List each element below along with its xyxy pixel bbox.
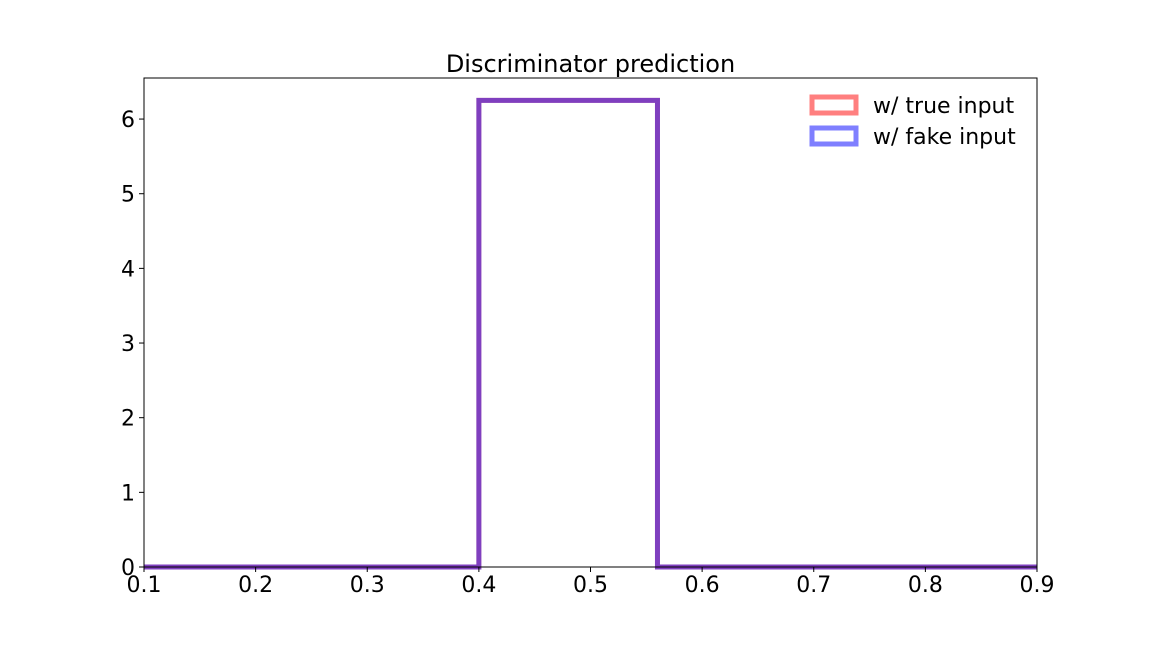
y-tick-label: 0 [121,556,135,581]
x-tick-label: 0.7 [796,573,831,598]
x-tick-label: 0.6 [685,573,720,598]
y-tick-label: 1 [121,481,135,506]
legend-label: w/ fake input [873,125,1016,150]
x-tick-label: 0.4 [461,573,496,598]
legend-swatch [809,125,859,147]
legend: w/ true input w/ fake input [809,94,1016,150]
y-tick-label: 5 [121,183,135,208]
x-tick-label: 0.9 [1020,573,1055,598]
x-tick-label: 0.2 [238,573,273,598]
chart-title: Discriminator prediction [446,50,735,78]
x-tick-label: 0.8 [908,573,943,598]
legend-label: w/ true input [873,94,1015,119]
x-tick-label: 0.1 [127,573,162,598]
x-tick-label: 0.5 [573,573,608,598]
y-tick-label: 4 [121,257,135,282]
ticks: 0.1 0.2 0.3 0.4 0.5 0.6 0.7 0.8 0.9 0 1 2 3 4 5 6 [121,108,1055,598]
x-tick-label: 0.3 [350,573,385,598]
legend-swatch [809,94,859,116]
y-tick-label: 2 [121,407,135,432]
y-tick-label: 6 [121,108,135,133]
y-tick-label: 3 [121,332,135,357]
